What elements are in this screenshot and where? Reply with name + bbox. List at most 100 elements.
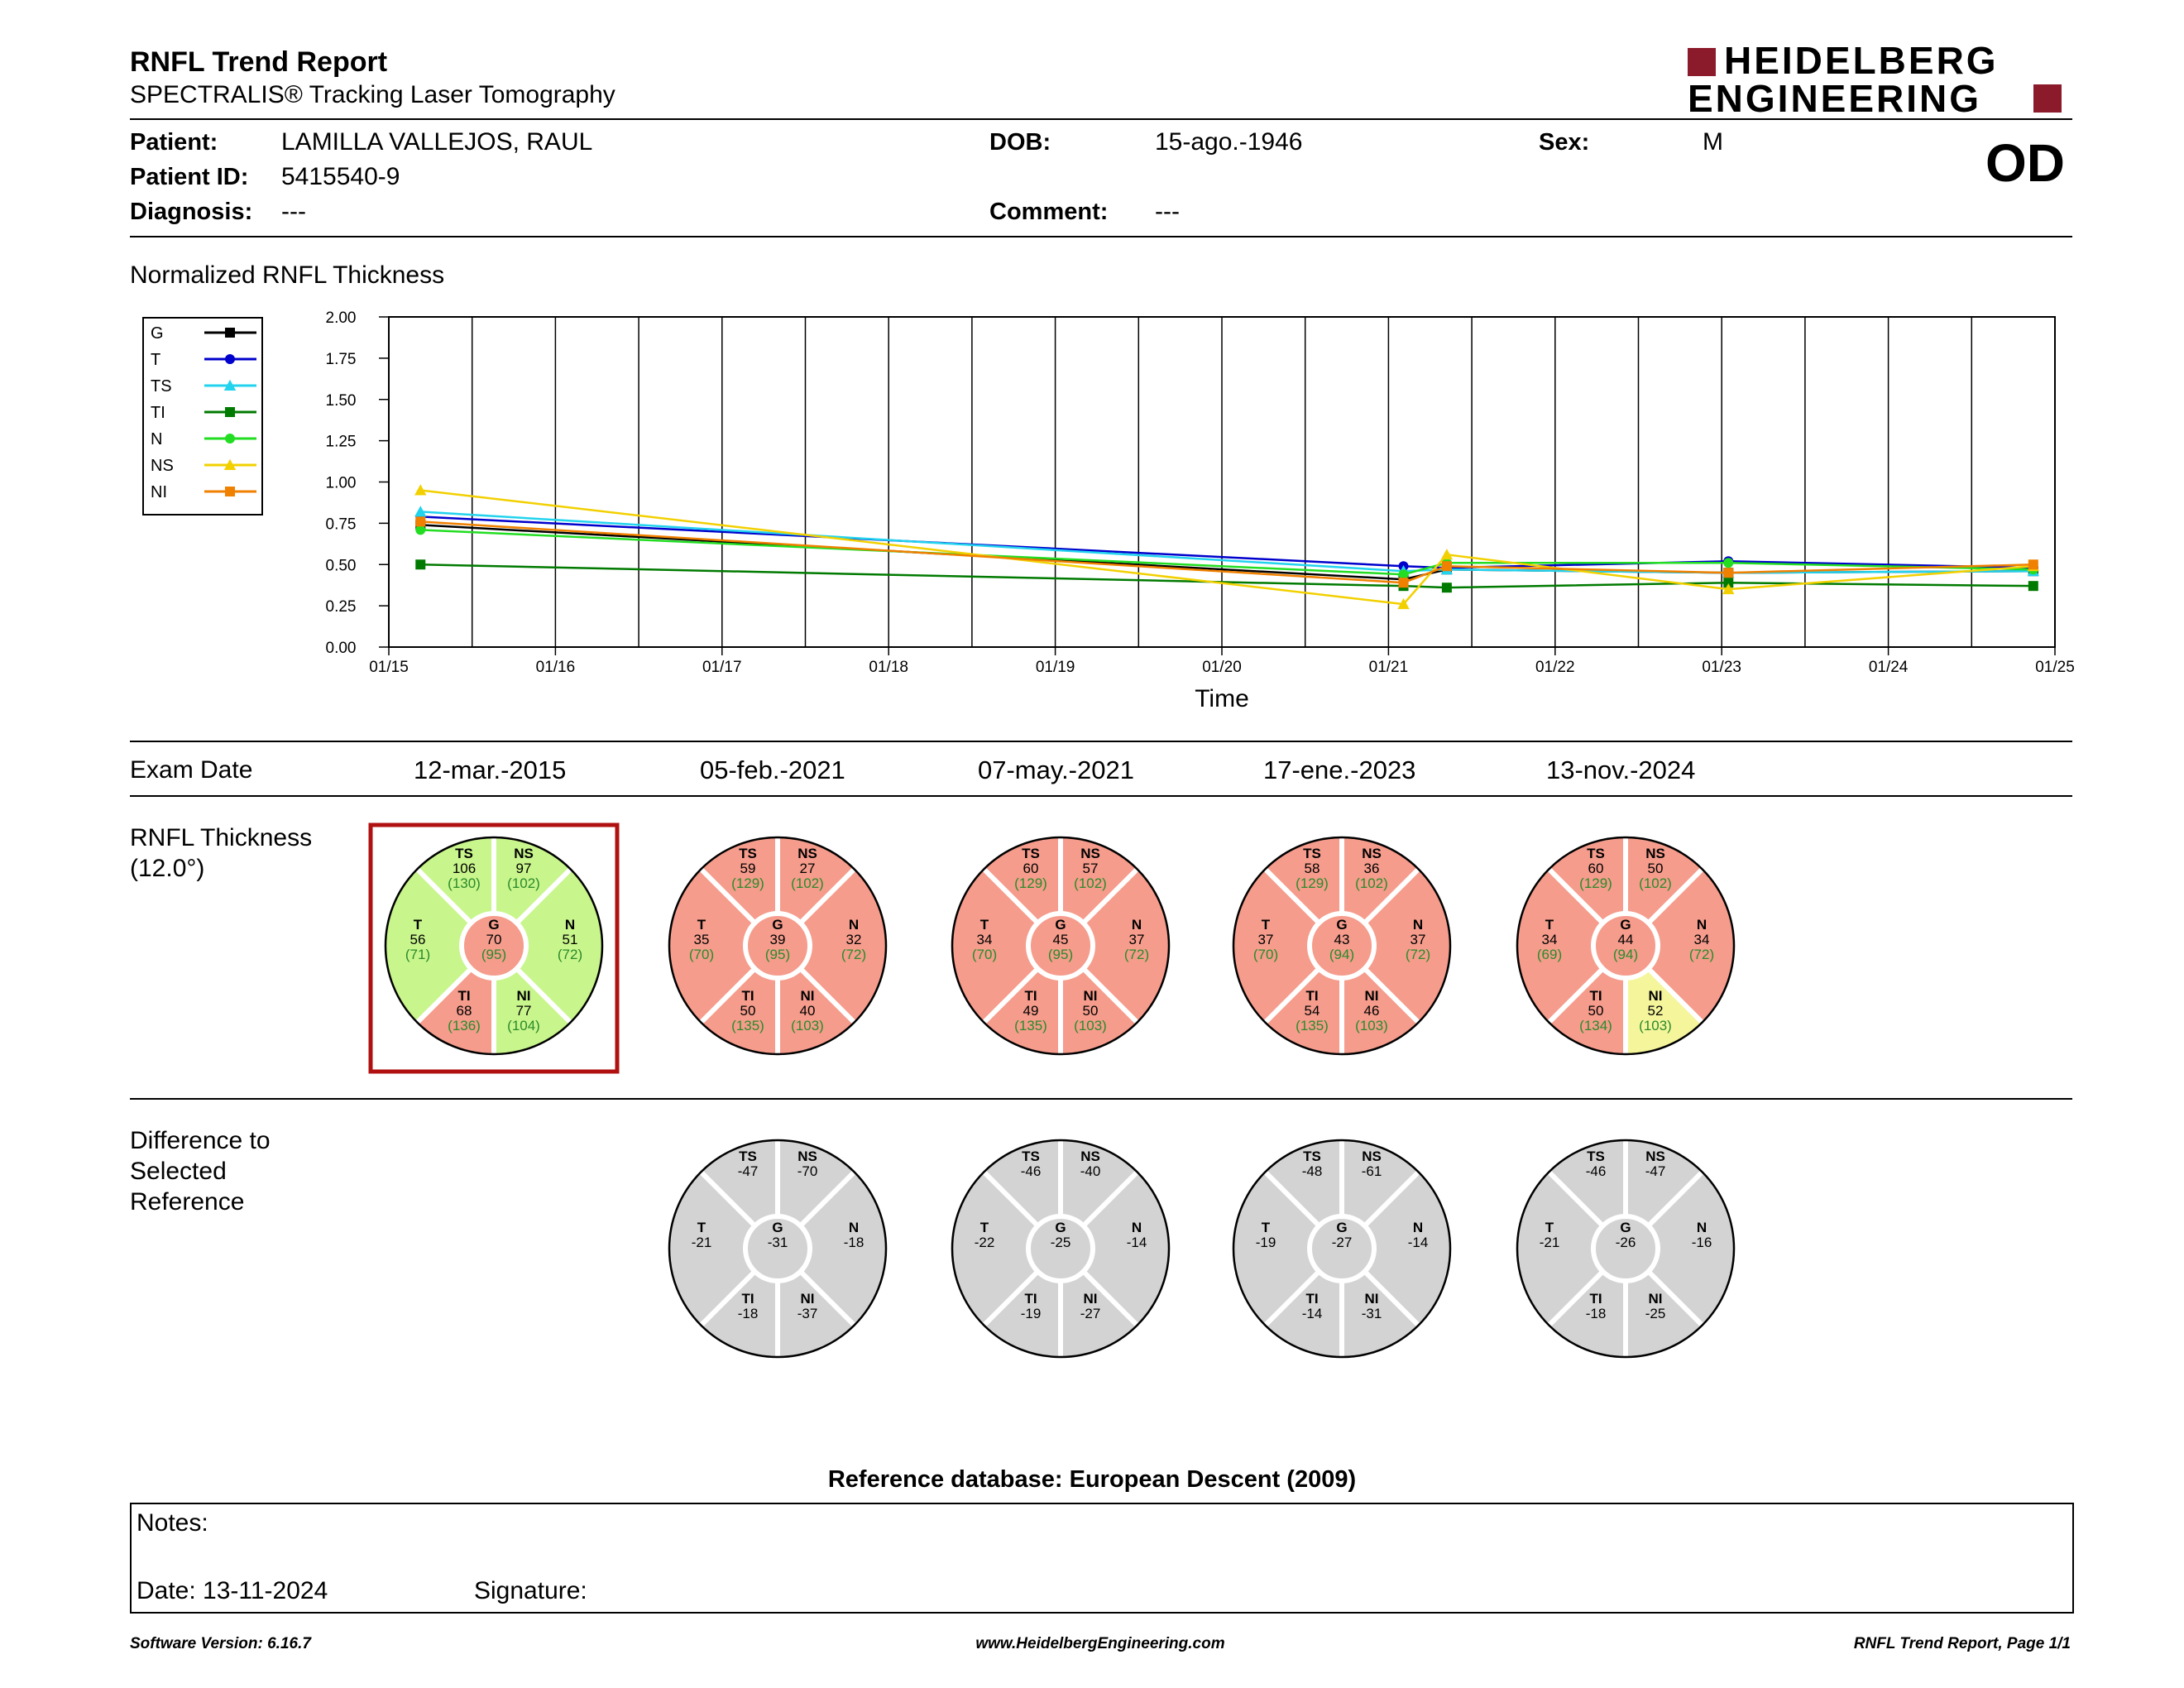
sector-divider: [798, 1269, 856, 1327]
sector-g: [462, 914, 526, 978]
sector-ts: [417, 837, 494, 923]
sector-value-g: 70: [486, 932, 502, 947]
sector-normal-ns: (102): [507, 875, 540, 891]
sector-value-ns: 36: [1364, 861, 1380, 876]
sector-divider: [1263, 1170, 1321, 1228]
legend-label-n: N: [151, 430, 162, 448]
sector-normal-g: (95): [481, 947, 506, 962]
sector-diff-ns: -40: [1080, 1163, 1101, 1179]
sector-normal-ti: (134): [1579, 1018, 1612, 1033]
center-divider: [1591, 911, 1660, 981]
notes-box[interactable]: Notes: Date: 13-11-2024 Signature:: [130, 1503, 2074, 1614]
exam-date-5: 13-nov.-2024: [1546, 755, 1696, 784]
legend-label-ns: NS: [151, 457, 174, 475]
sector-n: [800, 869, 886, 1023]
sector-normal-ts: (129): [1579, 875, 1612, 891]
sector-normal-ns: (102): [1639, 875, 1672, 891]
sector-ns: [778, 837, 855, 923]
sector-label-ti: TI: [1589, 988, 1602, 1004]
sector-t: [952, 869, 1038, 1023]
sector-value-n: 51: [563, 932, 578, 947]
sector-label-n: N: [1697, 1220, 1707, 1235]
map-outline: [1516, 836, 1736, 1056]
sector-label-g: G: [1336, 1220, 1347, 1235]
sector-label-ti: TI: [1024, 1291, 1037, 1307]
x-tick-label: 01/24: [1869, 659, 1909, 676]
center-divider: [459, 911, 529, 981]
map-outline: [951, 1139, 1171, 1359]
sector-value-t: 37: [1258, 932, 1274, 947]
sector-label-n: N: [1413, 1220, 1423, 1235]
sector-label-ts: TS: [1303, 846, 1321, 861]
series-point-ns: [1722, 583, 1735, 595]
sector-label-ti: TI: [1305, 1291, 1318, 1307]
sector-diff-n: -18: [844, 1235, 864, 1250]
sector-value-ni: 50: [1083, 1003, 1099, 1019]
sector-diff-t: -19: [1256, 1235, 1276, 1250]
sector-divider: [1646, 966, 1704, 1024]
sector-label-g: G: [1055, 917, 1066, 933]
dob-value: 15-ago.-1946: [1155, 128, 1303, 156]
sector-divider: [1547, 1269, 1605, 1327]
signature-label: Signature:: [474, 1577, 587, 1604]
rnfl-divider: [130, 1098, 2072, 1100]
logo-square-icon-2: [2033, 84, 2062, 113]
rnfl-map-4: G43(94)TS58(129)NS36(102)T37(70)N37(72)T…: [1232, 836, 1452, 1056]
sector-label-ns: NS: [1080, 1149, 1100, 1164]
sector-label-ni: NI: [1649, 1291, 1663, 1307]
sector-value-ts: 58: [1305, 861, 1320, 876]
sex-value: M: [1703, 128, 1723, 156]
sector-normal-ts: (130): [448, 875, 481, 891]
sector-label-ti: TI: [741, 988, 754, 1004]
sector-ts: [1549, 1140, 1626, 1226]
sector-label-t: T: [414, 917, 423, 933]
x-tick-label: 01/22: [1535, 659, 1575, 676]
chart-title: Normalized RNFL Thickness: [130, 261, 445, 289]
sector-value-ni: 46: [1364, 1003, 1380, 1019]
sector-ti: [1265, 968, 1342, 1054]
sector-normal-g: (94): [1329, 947, 1354, 962]
sector-ns: [1061, 837, 1138, 923]
sex-label: Sex:: [1539, 129, 1590, 156]
sector-label-g: G: [1336, 917, 1347, 933]
exam-date-2: 05-feb.-2021: [700, 755, 845, 784]
sector-g: [1593, 914, 1658, 978]
sector-ti: [701, 1271, 778, 1357]
x-tick-label: 01/18: [869, 659, 908, 676]
sector-label-n: N: [1413, 917, 1423, 933]
sector-normal-g: (94): [1613, 947, 1638, 962]
sector-g: [1310, 914, 1374, 978]
sector-n: [516, 869, 602, 1023]
sector-value-t: 34: [977, 932, 993, 947]
center-divider: [1591, 1214, 1660, 1283]
software-version: Software Version: 6.16.7: [130, 1635, 311, 1652]
sector-diff-g: -25: [1051, 1235, 1071, 1250]
sector-diff-n: -14: [1408, 1235, 1429, 1250]
sector-n: [1364, 869, 1450, 1023]
sector-diff-g: -27: [1332, 1235, 1353, 1250]
series-point-ni: [1398, 578, 1409, 588]
center-divider: [1026, 1214, 1095, 1283]
center-divider: [743, 911, 812, 981]
sector-normal-ts: (129): [1014, 875, 1047, 891]
sector-divider: [1646, 1170, 1704, 1228]
sector-g: [1310, 1216, 1374, 1281]
legend-marker-ti: [225, 407, 235, 417]
x-tick-label: 01/25: [2035, 659, 2075, 676]
legend-marker-n: [225, 434, 235, 444]
sector-diff-g: -31: [768, 1235, 788, 1250]
series-point-ti: [1723, 578, 1734, 588]
legend-label-t: T: [151, 351, 160, 369]
logo-line2: ENGINEERING: [1688, 77, 1982, 120]
legend-label-ts: TS: [151, 377, 172, 396]
sector-label-ni: NI: [1649, 988, 1663, 1004]
sector-ti: [417, 968, 494, 1054]
chart-divider: [130, 741, 2072, 742]
difference-map-4: G-26 TS-46 NS-47 T-21 N-16 TI-18 NI-25: [1516, 1139, 1736, 1359]
legend-marker-g: [225, 328, 235, 338]
sector-divider: [1263, 867, 1321, 925]
sector-ni: [494, 968, 571, 1054]
